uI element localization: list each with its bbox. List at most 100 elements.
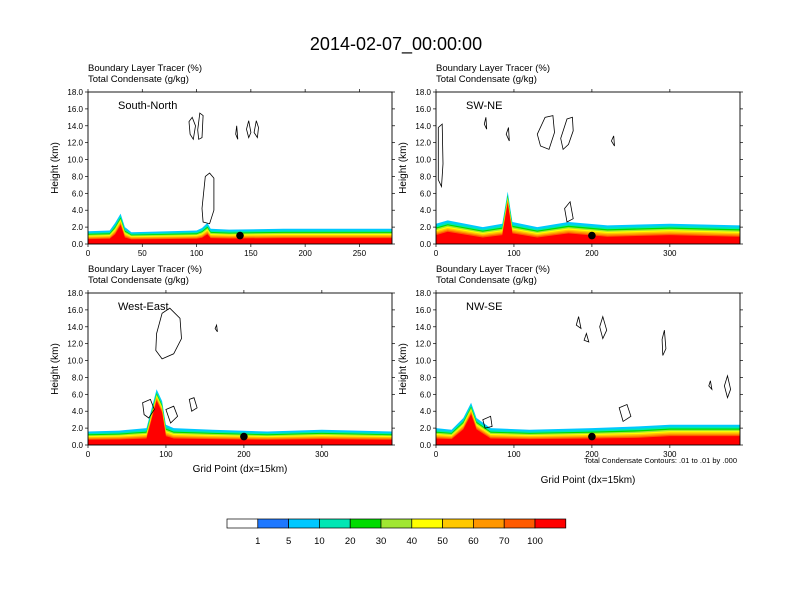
condensate-contour [246,120,252,139]
y-tick-label: 4.0 [72,206,84,215]
condensate-contour [723,374,732,400]
panel-label: West-East [118,301,169,313]
panel-subtitle-condensate: Total Condensate (g/kg) [436,74,537,85]
condensate-contour [214,323,218,333]
colorbar-swatch [288,518,320,529]
y-tick-label: 10.0 [415,357,431,366]
y-tick-label: 18.0 [67,289,83,298]
tracer-band-100 [88,400,392,445]
panel-nw-se: 0.0 2.0 4.0 6.0 8.0 10.0 12.0 14.0 16.0 18.0 0 100 2… [398,264,743,486]
x-tick-label: 150 [244,249,258,258]
y-tick-label: 0.0 [420,441,432,450]
y-tick-label: 14.0 [415,122,431,131]
plot-area [88,112,392,244]
panel-subtitle-tracer: Boundary Layer Tracer (%) [88,264,202,275]
tracer-band-100 [436,414,740,445]
condensate-contour [536,115,555,150]
condensate-contour [599,315,608,340]
y-axis-title: Height (km) [50,142,61,194]
y-tick-label: 14.0 [415,323,431,332]
condensate-contour [708,380,713,391]
y-axis-title: Height (km) [398,343,409,395]
condensate-contour [235,125,239,140]
x-tick-label: 300 [663,450,677,459]
panel-label: South-North [118,100,177,112]
location-marker [240,432,248,441]
condensate-contour [483,117,488,130]
panels: 0.0 2.0 4.0 6.0 8.0 10.0 12.0 14.0 16.0 18.0 0 50 10… [50,63,743,486]
colorbar-label: 70 [499,536,510,547]
y-tick-label: 8.0 [420,172,432,181]
x-axis-title: Grid Point (dx=15km) [541,475,636,486]
colorbar-label: 30 [376,536,387,547]
y-tick-label: 6.0 [420,390,432,399]
y-tick-label: 0.0 [72,240,84,249]
plot-area [436,115,740,244]
colorbar-swatch [349,518,382,529]
condensate-contour [155,307,182,360]
panel-subtitle-condensate: Total Condensate (g/kg) [88,275,189,286]
condensate-contour [575,316,582,330]
panel-subtitle-condensate: Total Condensate (g/kg) [436,275,537,286]
x-tick-label: 0 [86,249,91,258]
condensate-contour [142,398,155,419]
y-tick-label: 14.0 [67,323,83,332]
y-tick-label: 8.0 [72,373,84,382]
panel-subtitle-tracer: Boundary Layer Tracer (%) [88,63,202,74]
panel-frame [435,292,741,446]
y-tick-label: 14.0 [67,122,83,131]
x-tick-label: 250 [353,249,367,258]
panel-frame [435,91,741,245]
plot-area [88,307,392,445]
panel-label: NW-SE [466,301,502,313]
condensate-contour [201,172,215,225]
panel-sw-ne: 0.0 2.0 4.0 6.0 8.0 10.0 12.0 14.0 16.0 18.0 0 100 2… [398,63,743,258]
y-tick-label: 6.0 [72,189,84,198]
y-axis-title: Height (km) [398,142,409,194]
y-tick-label: 0.0 [72,441,84,450]
colorbar-label: 60 [468,536,479,547]
panel-south-north: 0.0 2.0 4.0 6.0 8.0 10.0 12.0 14.0 16.0 18.0 0 50 10… [50,63,395,258]
x-tick-label: 100 [159,450,173,459]
y-tick-label: 4.0 [72,407,84,416]
colorbar-swatch [380,518,413,529]
colorbar-swatch [503,518,536,529]
tracer-band-100 [88,225,392,244]
y-tick-label: 0.0 [420,240,432,249]
y-tick-label: 12.0 [67,139,83,148]
condensate-contour [482,415,493,429]
colorbar-swatch [257,518,289,529]
x-tick-label: 300 [315,450,329,459]
condensate-contour [188,116,196,141]
y-tick-label: 2.0 [72,223,84,232]
x-tick-label: 200 [298,249,312,258]
condensate-contour [560,116,574,151]
y-tick-label: 16.0 [67,105,83,114]
y-tick-label: 10.0 [67,156,83,165]
colorbar-swatch [319,518,351,529]
x-tick-label: 100 [190,249,204,258]
location-marker [588,432,596,441]
x-tick-label: 50 [138,249,147,258]
colorbar-swatch [442,518,474,529]
y-tick-label: 16.0 [67,306,83,315]
location-marker [236,231,244,240]
condensate-contour [437,123,444,189]
y-tick-label: 10.0 [415,156,431,165]
y-tick-label: 18.0 [67,88,83,97]
y-tick-label: 4.0 [420,407,432,416]
plot-area [436,315,740,445]
condensate-contour [583,332,590,343]
panel-subtitle-condensate: Total Condensate (g/kg) [88,74,189,85]
y-tick-label: 16.0 [415,306,431,315]
panel-frame [87,292,393,446]
y-tick-label: 12.0 [415,340,431,349]
condensate-contour [661,330,667,356]
x-tick-label: 200 [585,450,599,459]
panel-frame [87,91,393,245]
colorbar-label: 10 [314,536,325,547]
y-tick-label: 4.0 [420,206,432,215]
condensate-contour [610,135,615,147]
y-tick-label: 10.0 [67,357,83,366]
x-tick-label: 0 [434,450,439,459]
